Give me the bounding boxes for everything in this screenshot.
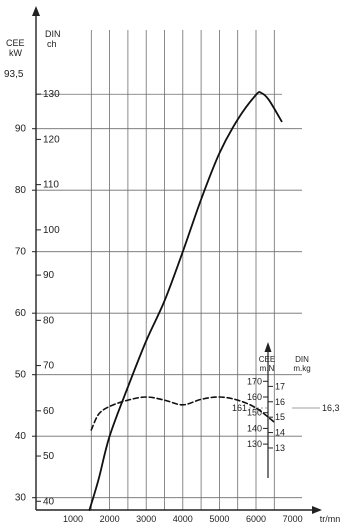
tick-label-rpm: 2000 xyxy=(100,514,120,524)
cee-power-axis-unit: kW xyxy=(9,48,23,58)
tick-label-cee-torque: 140 xyxy=(247,423,262,433)
tick-label-din-torque: 17 xyxy=(275,381,285,391)
tick-label-din-ch: 100 xyxy=(43,225,60,236)
tick-label-cee-torque: 160 xyxy=(247,392,262,402)
tick-label-rpm: 4000 xyxy=(173,514,193,524)
tick-label-rpm: 1000 xyxy=(63,514,83,524)
tick-label-cee-kw: 50 xyxy=(15,370,27,381)
tick-label-cee-kw: 90 xyxy=(15,124,27,135)
tick-label-din-ch: 130 xyxy=(43,89,60,100)
y-axis-arrowhead xyxy=(32,6,40,16)
tick-label-rpm: 5000 xyxy=(209,514,229,524)
tick-label-din-ch: 120 xyxy=(43,134,60,145)
tick-label-din-torque: 13 xyxy=(275,443,285,453)
din-power-axis-label: DIN xyxy=(45,29,61,39)
tick-label-din-ch: 80 xyxy=(43,315,55,326)
tick-label-din-ch: 90 xyxy=(43,270,55,281)
grid xyxy=(36,30,302,510)
tick-label-din-torque: 15 xyxy=(275,412,285,422)
x-axis-arrowhead xyxy=(312,506,322,514)
din-torque-axis-label: DIN xyxy=(295,355,309,364)
axes xyxy=(32,6,322,514)
tick-label-cee-kw: 30 xyxy=(15,493,27,504)
tick-label-cee-kw: 70 xyxy=(15,247,27,258)
cee-power-axis-label: CEE xyxy=(6,38,25,48)
tick-label-din-torque: 16 xyxy=(275,397,285,407)
cee-torque-axis-unit: m.N xyxy=(260,364,275,373)
torque-axis-arrowhead xyxy=(265,342,272,352)
din-power-axis-unit: ch xyxy=(47,39,57,49)
tick-label-rpm: 3000 xyxy=(136,514,156,524)
tick-label-cee-torque: 130 xyxy=(247,439,262,449)
tick-label-rpm: 7000 xyxy=(283,514,303,524)
cee-torque-axis-label: CEE xyxy=(259,355,275,364)
tick-label-cee-torque: 150 xyxy=(247,408,262,418)
tick-label-cee-kw: 80 xyxy=(15,185,27,196)
tick-label-din-ch: 110 xyxy=(43,180,59,191)
tick-label-rpm: 6000 xyxy=(246,514,266,524)
tick-label-din-torque: 14 xyxy=(275,428,285,438)
tick-label-cee-kw-max: 93,5 xyxy=(4,69,24,80)
annotation-peak-torque-din: 16,3 xyxy=(322,403,340,413)
tick-label-din-ch: 70 xyxy=(43,361,55,372)
labels-layer: CEEkWDINchCEEm.NDINm.kg3040506070809093,… xyxy=(4,29,340,524)
annotation-peak-torque-cee: 161 xyxy=(232,403,247,413)
tick-label-cee-torque: 170 xyxy=(247,376,262,386)
tick-label-cee-kw: 40 xyxy=(15,431,27,442)
x-axis-unit: tr/mn xyxy=(320,514,341,524)
din-torque-axis-unit: m.kg xyxy=(293,364,310,373)
tick-label-cee-kw: 60 xyxy=(15,308,27,319)
tick-label-din-ch: 50 xyxy=(43,451,55,462)
tick-label-din-ch: 40 xyxy=(43,496,55,507)
tick-label-din-ch: 60 xyxy=(43,406,55,417)
